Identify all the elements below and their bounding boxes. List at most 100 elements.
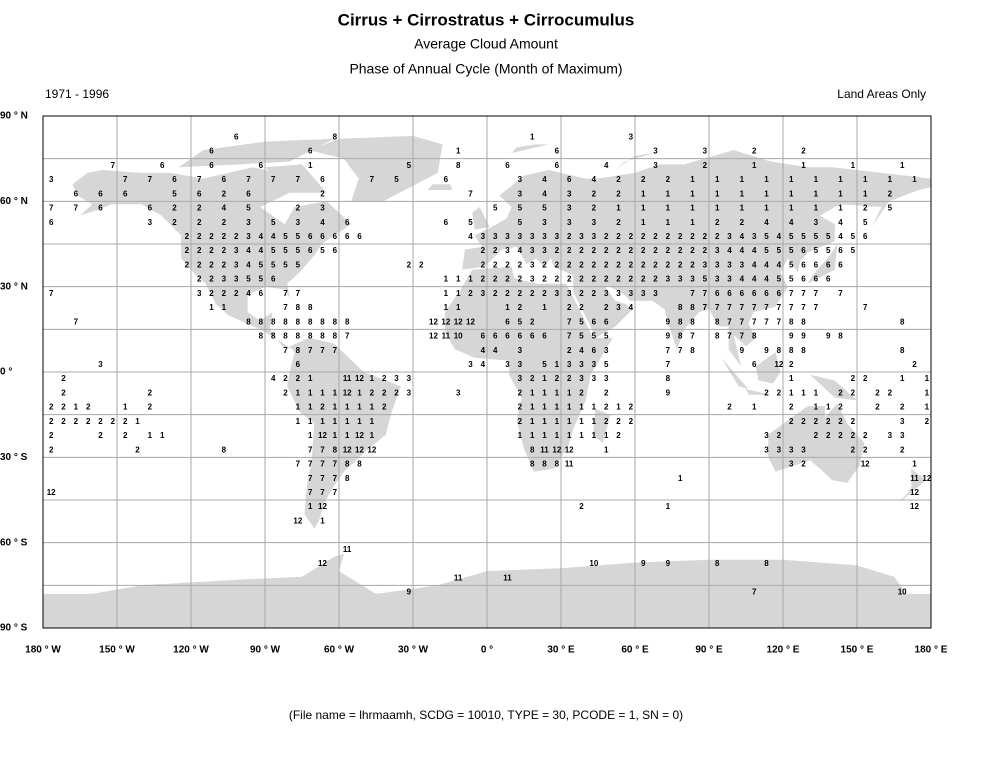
cell-value: 2 bbox=[629, 417, 634, 426]
cell-value: 4 bbox=[740, 232, 745, 241]
cell-value: 4 bbox=[789, 218, 794, 227]
cell-value: 7 bbox=[333, 474, 338, 483]
cell-value: 8 bbox=[900, 317, 905, 326]
cell-value: 1 bbox=[308, 502, 313, 511]
cell-value: 1 bbox=[468, 275, 473, 284]
cell-value: 2 bbox=[209, 275, 214, 284]
cell-value: 12 bbox=[922, 474, 931, 483]
cell-value: 8 bbox=[345, 474, 350, 483]
cell-value: 3 bbox=[567, 189, 572, 198]
cell-value: 8 bbox=[678, 317, 683, 326]
cell-value: 2 bbox=[592, 246, 597, 255]
land-area bbox=[427, 184, 453, 190]
cell-value: 8 bbox=[308, 317, 313, 326]
cell-value: 8 bbox=[690, 317, 695, 326]
cell-value: 1 bbox=[333, 403, 338, 412]
cell-value: 5 bbox=[814, 246, 819, 255]
cell-value: 1 bbox=[604, 445, 609, 454]
cell-value: 3 bbox=[518, 232, 523, 241]
cell-value: 12 bbox=[355, 374, 364, 383]
cell-value: 12 bbox=[910, 502, 919, 511]
cell-value: 3 bbox=[518, 360, 523, 369]
cell-value: 1 bbox=[555, 403, 560, 412]
cell-value: 2 bbox=[666, 232, 671, 241]
cell-value: 3 bbox=[814, 218, 819, 227]
cell-value: 8 bbox=[259, 317, 264, 326]
cell-value: 1 bbox=[308, 374, 313, 383]
cell-value: 5 bbox=[518, 317, 523, 326]
cell-value: 7 bbox=[863, 303, 868, 312]
cell-value: 8 bbox=[246, 317, 251, 326]
cell-value: 2 bbox=[801, 460, 806, 469]
cell-value: 5 bbox=[789, 260, 794, 269]
cell-value: 2 bbox=[863, 204, 868, 213]
cell-value: 2 bbox=[579, 260, 584, 269]
cell-value: 7 bbox=[320, 460, 325, 469]
cell-value: 4 bbox=[271, 374, 276, 383]
cell-value: 2 bbox=[542, 289, 547, 298]
y-tick-label: 90 ° S bbox=[0, 623, 28, 634]
cell-value: 3 bbox=[715, 275, 720, 284]
cell-value: 7 bbox=[308, 346, 313, 355]
cell-value: 6 bbox=[481, 332, 486, 341]
cell-value: 2 bbox=[604, 260, 609, 269]
cell-value: 3 bbox=[468, 360, 473, 369]
cell-value: 2 bbox=[61, 403, 66, 412]
cell-value: 2 bbox=[419, 260, 424, 269]
cell-value: 2 bbox=[493, 260, 498, 269]
cell-value: 6 bbox=[727, 289, 732, 298]
cell-value: 1 bbox=[592, 417, 597, 426]
cell-value: 1 bbox=[592, 431, 597, 440]
cell-value: 8 bbox=[789, 346, 794, 355]
cell-value: 2 bbox=[320, 189, 325, 198]
cell-value: 3 bbox=[727, 260, 732, 269]
cell-value: 1 bbox=[789, 204, 794, 213]
cell-value: 6 bbox=[530, 332, 535, 341]
period: 1971 - 1996 bbox=[45, 87, 109, 101]
cell-value: 2 bbox=[98, 431, 103, 440]
cell-value: 6 bbox=[172, 175, 177, 184]
cell-value: 3 bbox=[789, 460, 794, 469]
cell-value: 2 bbox=[222, 232, 227, 241]
cell-value: 2 bbox=[222, 189, 227, 198]
land-area bbox=[755, 352, 781, 384]
cell-value: 2 bbox=[851, 417, 856, 426]
cell-value: 1 bbox=[345, 417, 350, 426]
cell-value: 1 bbox=[666, 218, 671, 227]
cell-value: 9 bbox=[764, 346, 769, 355]
cell-value: 3 bbox=[579, 232, 584, 241]
cell-value: 8 bbox=[777, 346, 782, 355]
cell-value: 1 bbox=[579, 417, 584, 426]
cell-value: 7 bbox=[814, 289, 819, 298]
cell-value: 1 bbox=[518, 431, 523, 440]
cell-value: 7 bbox=[123, 175, 128, 184]
cell-value: 8 bbox=[456, 161, 461, 170]
cell-value: 2 bbox=[222, 246, 227, 255]
cell-value: 2 bbox=[579, 388, 584, 397]
cell-value: 5 bbox=[259, 260, 264, 269]
x-tick-label: 0 ° bbox=[481, 645, 493, 656]
cell-value: 5 bbox=[283, 260, 288, 269]
cell-value: 5 bbox=[542, 360, 547, 369]
cell-value: 4 bbox=[604, 161, 609, 170]
cell-value: 7 bbox=[197, 175, 202, 184]
cell-value: 1 bbox=[838, 189, 843, 198]
land-area bbox=[721, 357, 749, 390]
cell-value: 3 bbox=[653, 161, 658, 170]
cell-value: 8 bbox=[333, 332, 338, 341]
cell-value: 1 bbox=[542, 431, 547, 440]
cell-value: 2 bbox=[209, 246, 214, 255]
cell-value: 3 bbox=[653, 289, 658, 298]
cell-value: 1 bbox=[542, 303, 547, 312]
x-tick-label: 120 ° W bbox=[173, 645, 209, 656]
cell-value: 10 bbox=[589, 559, 598, 568]
cell-value: 1 bbox=[579, 403, 584, 412]
cell-value: 3 bbox=[703, 147, 708, 156]
cell-value: 3 bbox=[666, 275, 671, 284]
cell-value: 1 bbox=[604, 431, 609, 440]
cell-value: 7 bbox=[296, 289, 301, 298]
cell-value: 8 bbox=[357, 460, 362, 469]
cell-value: 3 bbox=[505, 246, 510, 255]
cell-value: 3 bbox=[530, 275, 535, 284]
cell-value: 12 bbox=[429, 332, 438, 341]
